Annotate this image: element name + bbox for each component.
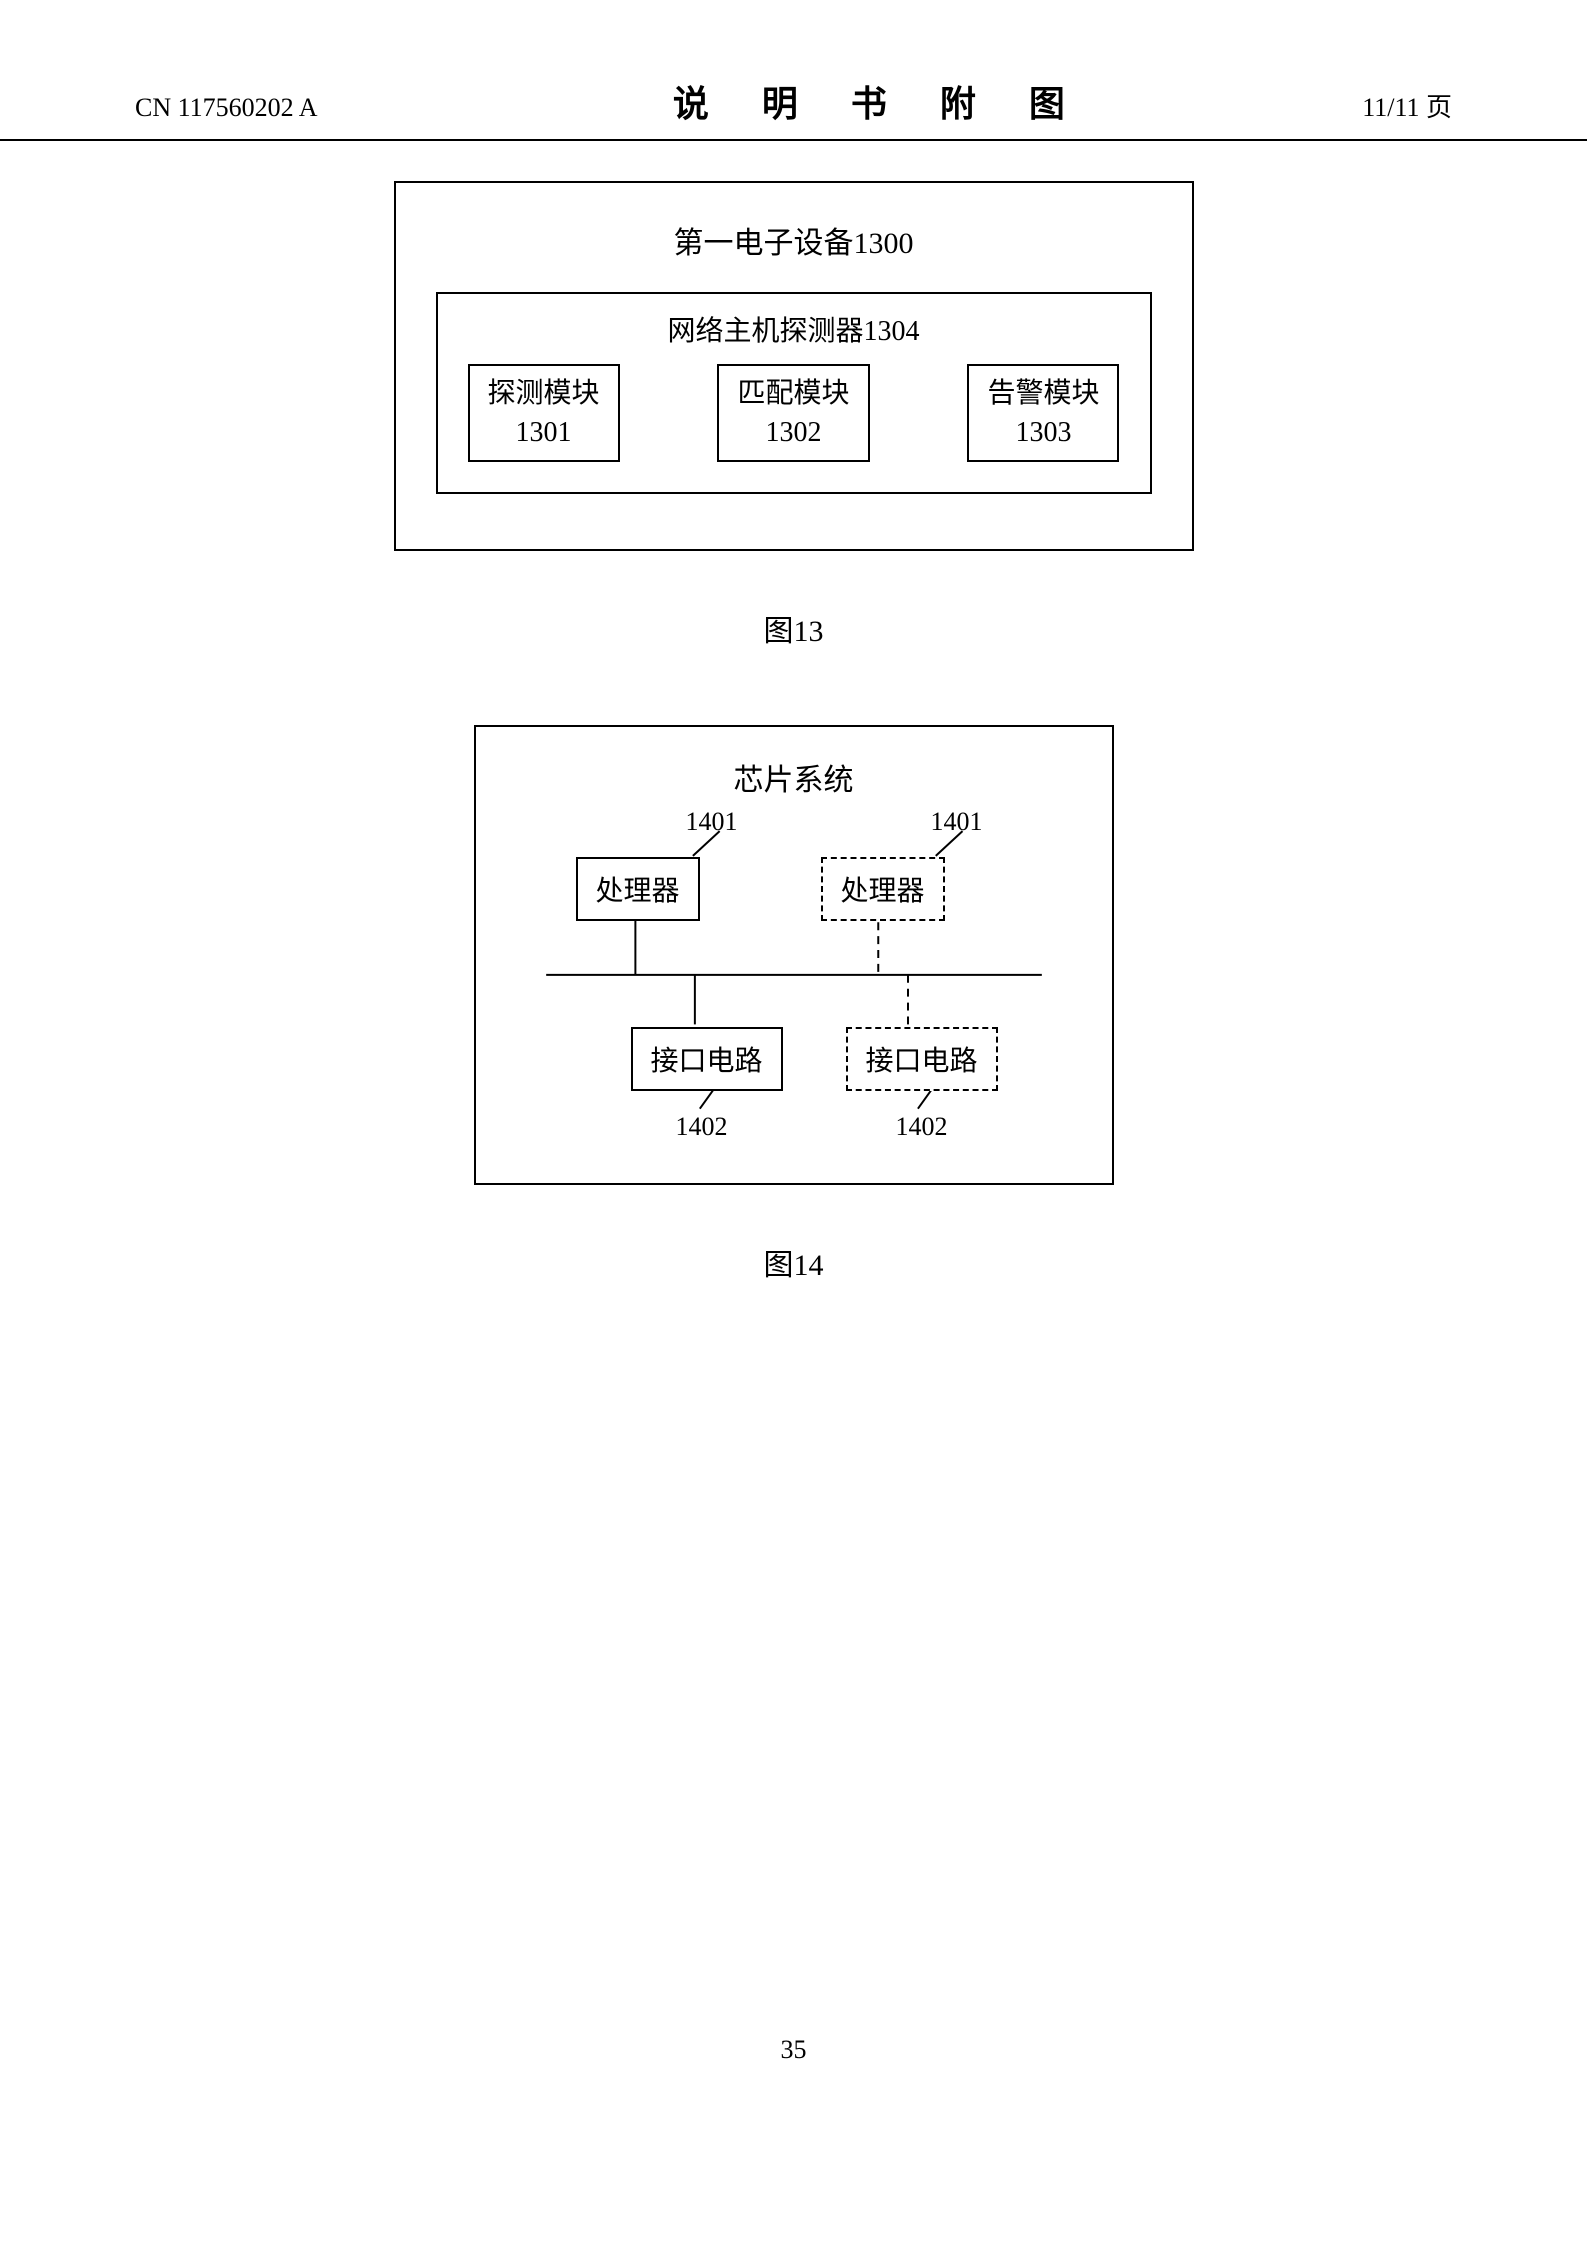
module-alarm-num: 1303 (987, 413, 1099, 452)
module-detect-num: 1301 (488, 413, 600, 452)
figure-13-container: 第一电子设备1300 网络主机探测器1304 探测模块 1301 匹配模块 13… (394, 181, 1194, 551)
module-detect: 探测模块 1301 (468, 364, 620, 462)
doc-id: CN 117560202 A (135, 93, 318, 123)
ref-1401-left: 1401 (686, 807, 738, 837)
module-alarm-name: 告警模块 (987, 374, 1099, 413)
figure-14-title: 芯片系统 (476, 755, 1112, 799)
module-match-name: 匹配模块 (737, 374, 849, 413)
doc-section-title: 说 明 书 附 图 (673, 75, 1087, 127)
ref-1402-right: 1402 (896, 1112, 948, 1142)
processor-box-2: 处理器 (821, 857, 945, 921)
modules-row: 探测模块 1301 匹配模块 1302 告警模块 1303 (468, 364, 1120, 462)
figure-13-label: 图13 (0, 606, 1587, 650)
detector-title: 网络主机探测器1304 (468, 309, 1120, 349)
figure-13-device-title: 第一电子设备1300 (436, 218, 1152, 262)
ref-1401-right: 1401 (931, 807, 983, 837)
footer-page-number: 35 (0, 2035, 1587, 2065)
processor-box-1: 处理器 (576, 857, 700, 921)
page-indicator: 11/11 页 (1362, 87, 1452, 124)
network-detector-box: 网络主机探测器1304 探测模块 1301 匹配模块 1302 告警模块 130… (436, 292, 1152, 494)
module-detect-name: 探测模块 (488, 374, 600, 413)
figure-14-label: 图14 (0, 1240, 1587, 1284)
module-match: 匹配模块 1302 (717, 364, 869, 462)
page-header: CN 117560202 A 说 明 书 附 图 11/11 页 (0, 0, 1587, 141)
figure-14-wrap: 芯片系统 处理器 处理器 接口电路 接口电路 1401 1401 1402 14… (0, 725, 1587, 1284)
ref-1402-left: 1402 (676, 1112, 728, 1142)
interface-box-2: 接口电路 (846, 1027, 998, 1091)
figure-14-container: 芯片系统 处理器 处理器 接口电路 接口电路 1401 1401 1402 14… (474, 725, 1114, 1185)
interface-box-1: 接口电路 (631, 1027, 783, 1091)
module-alarm: 告警模块 1303 (967, 364, 1119, 462)
module-match-num: 1302 (737, 413, 849, 452)
